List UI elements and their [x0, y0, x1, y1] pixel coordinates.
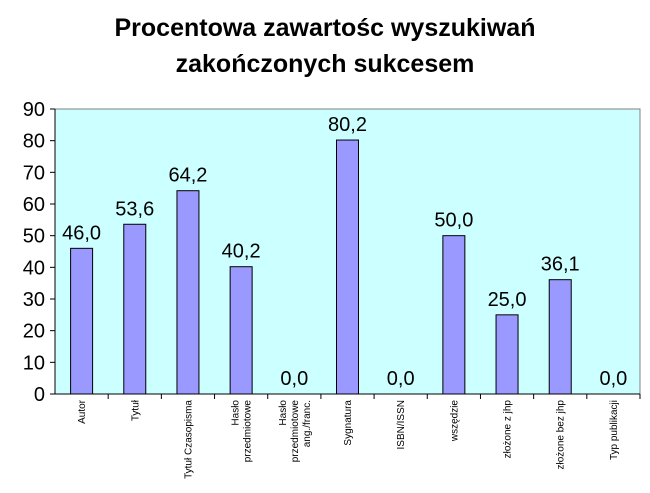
data-label: 0,0 [387, 368, 415, 390]
bar [70, 247, 94, 395]
bar [548, 279, 572, 395]
bar [229, 266, 253, 395]
y-tick-label: 40 [23, 257, 45, 279]
y-tick-label: 60 [23, 194, 45, 216]
y-tick-label: 90 [23, 99, 45, 121]
chart-title-line-1: Procentowa zawartośc wyszukiwań [114, 14, 536, 42]
y-tick-label: 50 [23, 226, 45, 248]
y-tick-label: 70 [23, 162, 45, 184]
y-tick-label: 20 [23, 321, 45, 343]
bar [495, 314, 519, 395]
x-tick-label: wszędzie [449, 400, 460, 443]
bar [442, 235, 466, 395]
x-tick-label: Hasłoprzedmiotowe [231, 400, 254, 463]
data-label: 50,0 [434, 210, 473, 232]
chart-title-line-2: zakończonych sukcesem [175, 50, 475, 78]
x-tick-label: Sygnatura [343, 400, 354, 446]
bar [336, 139, 359, 395]
y-tick-label: 10 [23, 352, 45, 374]
data-label: 46,0 [62, 222, 101, 244]
x-tick-label: ISBN/ISSN [396, 400, 407, 449]
y-tick-label: 0 [34, 384, 45, 406]
data-label: 25,0 [488, 289, 527, 311]
bar [176, 190, 200, 395]
data-label: 0,0 [280, 368, 308, 390]
x-tick-label: Autor [77, 399, 88, 424]
bar [123, 223, 147, 395]
data-label: 53,6 [115, 198, 154, 220]
x-tick-label: Typ publikacji [609, 400, 620, 460]
y-tick-label: 30 [23, 289, 45, 311]
x-tick-label: Tytuł [130, 399, 141, 421]
x-tick-label: złożone bez jhp [556, 400, 567, 470]
x-tick-label: złożone z jhp [503, 400, 514, 459]
data-label: 80,2 [328, 114, 367, 136]
data-label: 36,1 [541, 254, 580, 276]
x-tick-label: Tytuł Czasopisma [183, 400, 194, 479]
data-label: 0,0 [600, 368, 628, 390]
chart-title: Procentowa zawartośc wyszukiwań zakończo… [0, 10, 650, 82]
x-tick-label: Hasłoprzedmiotoweang./franc. [278, 400, 313, 463]
y-tick-label: 80 [23, 131, 45, 153]
data-label: 64,2 [168, 165, 207, 187]
data-label: 40,2 [222, 241, 261, 263]
